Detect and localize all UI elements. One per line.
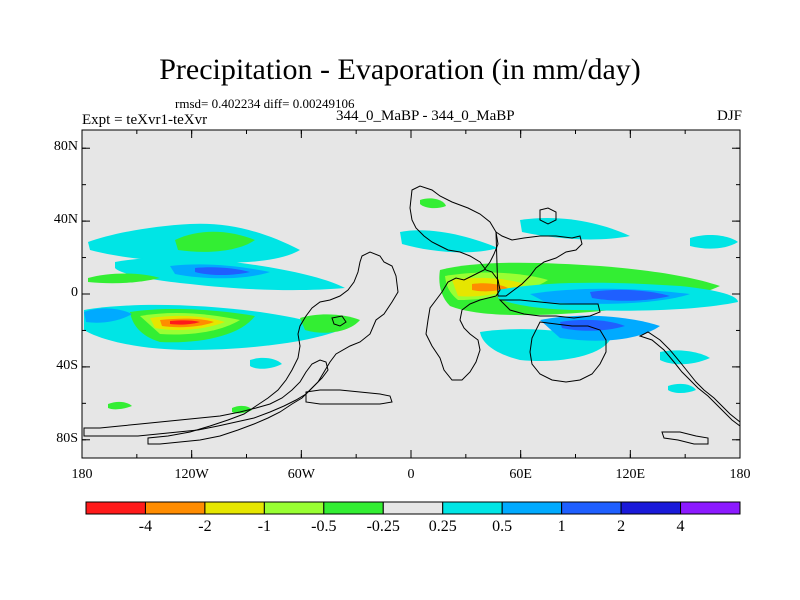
plot-title: Precipitation - Evaporation (in mm/day)	[159, 53, 641, 86]
experiment-label: Expt = teXvr1-teXvr	[82, 112, 208, 128]
stats-text: rmsd= 0.402234 diff= 0.00249106	[175, 96, 355, 111]
pe-field-layer	[84, 198, 738, 414]
coastlines	[83, 185, 741, 445]
x-tick-label: 180	[729, 467, 751, 482]
colorbar-label: 2	[617, 518, 626, 535]
colorbar-label: 1	[557, 518, 566, 535]
contour-red-spac	[170, 320, 200, 325]
contour-dkblue-sio	[560, 319, 625, 331]
colorbar-swatch	[442, 501, 503, 515]
coast-africa	[409, 185, 501, 381]
contour-dkblue-itcz-pac	[195, 267, 250, 275]
coast-antarctica-lowerleft	[83, 359, 329, 437]
x-tick-label: 180	[71, 467, 93, 482]
x-tick-label: 120E	[615, 467, 646, 482]
colorbar-label: -2	[198, 518, 212, 535]
y-tick-label: 40S	[56, 357, 78, 373]
colorbar-swatch	[204, 501, 265, 515]
coast-asia	[495, 231, 583, 297]
contour-cyan-so5	[668, 383, 696, 393]
colorbar-swatch	[561, 501, 622, 515]
colorbar-label: 0.25	[428, 518, 457, 535]
contour-green-eurasia	[420, 198, 446, 209]
x-tick-label: 60W	[287, 467, 315, 482]
coast-seasia	[498, 299, 601, 319]
contour-green-itcz-west	[88, 273, 160, 284]
coast-island-east	[661, 431, 709, 445]
x-tick-label: 60E	[509, 467, 532, 482]
colorbar-label: -0.5	[311, 518, 337, 535]
contour-cyan-npac2	[690, 235, 738, 249]
colorbar-swatch	[382, 501, 444, 515]
axis-ticks	[81, 130, 741, 458]
contour-dkblue-maritime	[590, 289, 670, 301]
coast-greenland	[539, 207, 557, 225]
colorbar-swatch	[680, 501, 741, 515]
y-tick-label: 80S	[56, 430, 78, 446]
y-tick-label: 40N	[53, 212, 78, 228]
colorbar-swatch	[85, 501, 146, 515]
colorbar-label: 4	[676, 518, 685, 535]
y-tick-label: 80N	[53, 139, 78, 155]
colorbar-label: -1	[257, 518, 272, 535]
contour-cyan-so1	[250, 357, 282, 369]
contour-blue-spac	[84, 308, 132, 323]
coast-south-america	[147, 251, 399, 445]
colorbar-swatch	[501, 501, 563, 515]
y-tick-label: 0	[71, 285, 78, 300]
x-tick-label: 120W	[174, 467, 209, 482]
season-label: DJF	[716, 108, 742, 124]
colorbar-swatch	[263, 501, 325, 515]
coast-australia	[529, 321, 607, 383]
contour-green-so3	[108, 401, 132, 410]
colorbar-label: -4	[138, 518, 153, 535]
x-tick-label: 0	[407, 467, 415, 482]
contour-green-npacific	[175, 231, 255, 252]
coast-caribbean	[331, 315, 347, 327]
case-names: 344_0_MaBP - 344_0_MaBP	[336, 108, 515, 124]
colorbar-label: -0.25	[366, 518, 400, 535]
coast-antarctica-mid	[305, 389, 393, 405]
colorbar-swatch	[323, 501, 384, 515]
colorbar-swatch	[620, 501, 682, 515]
colorbar	[85, 501, 741, 515]
contour-green-satl	[300, 314, 360, 333]
contour-cyan-natlantic	[400, 230, 498, 253]
colorbar-swatch	[144, 501, 206, 515]
colorbar-label: 0.5	[492, 518, 513, 535]
